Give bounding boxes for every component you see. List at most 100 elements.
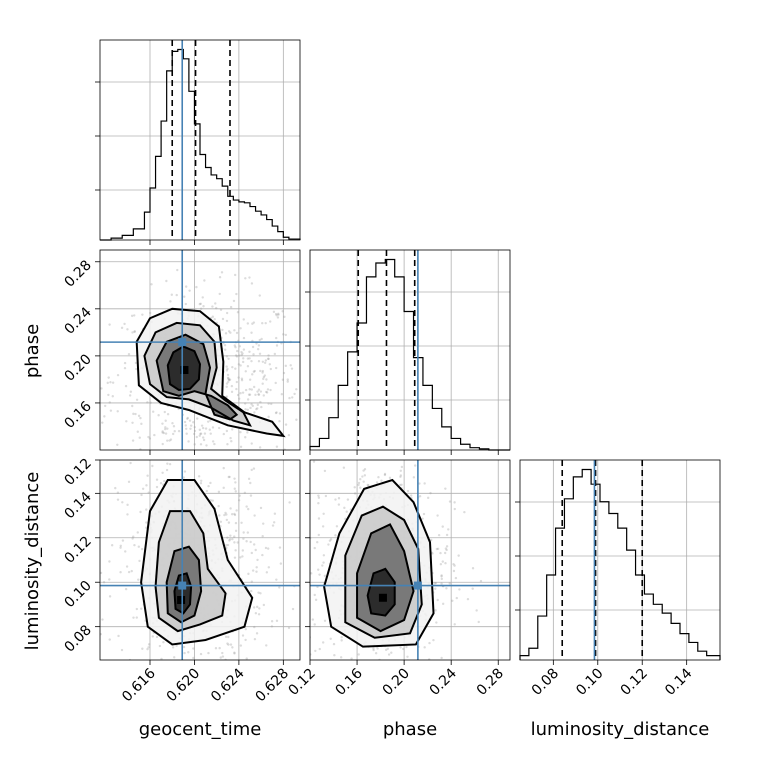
- sample-point: [445, 663, 447, 665]
- sample-point: [328, 539, 332, 542]
- sample-point: [230, 513, 234, 516]
- density-fill: [367, 568, 395, 616]
- sample-point: [293, 392, 296, 396]
- sample-point: [226, 373, 230, 377]
- sample-point: [251, 569, 255, 572]
- sample-point: [358, 710, 360, 712]
- sample-point: [266, 547, 270, 550]
- sample-point: [257, 613, 261, 616]
- sample-point: [205, 489, 209, 493]
- sample-point: [207, 651, 210, 655]
- sample-point: [226, 443, 229, 446]
- sample-point: [436, 547, 440, 551]
- sample-point: [400, 465, 404, 469]
- histogram-step: [100, 48, 301, 241]
- sample-point: [141, 647, 144, 650]
- sample-point: [274, 336, 278, 340]
- sample-point: [150, 452, 152, 454]
- sample-point: [225, 311, 229, 315]
- sample-point: [279, 562, 283, 565]
- panel-phase-vs-geocent-time: 0.16 0.20 0.24 0.28: [61, 249, 319, 473]
- sample-point: [218, 646, 221, 650]
- sample-point: [262, 377, 265, 381]
- sample-point: [284, 364, 288, 368]
- contour-line: [155, 333, 239, 421]
- sample-point: [140, 493, 143, 497]
- sample-point: [340, 635, 343, 639]
- sample-point: [250, 580, 254, 583]
- sample-point: [135, 367, 138, 371]
- sample-point: [244, 370, 247, 373]
- sample-point: [255, 342, 258, 345]
- sample-point: [124, 587, 128, 591]
- sample-point: [239, 467, 241, 469]
- sample-point: [243, 491, 247, 495]
- sample-point: [294, 483, 296, 485]
- sample-point: [231, 537, 234, 541]
- sample-point: [166, 412, 170, 416]
- sample-point: [253, 411, 256, 414]
- sample-point: [221, 655, 225, 658]
- sample-point: [275, 411, 278, 414]
- panel-frame: [309, 249, 511, 451]
- sample-point: [117, 634, 120, 638]
- sample-point: [293, 548, 295, 550]
- sample-point: [162, 641, 165, 644]
- sample-point: [134, 361, 138, 365]
- sample-point: [257, 388, 261, 391]
- sample-point: [306, 527, 308, 529]
- sample-point: [159, 482, 163, 485]
- sample-point: [234, 521, 238, 525]
- sample-point: [166, 427, 169, 430]
- sample-point: [116, 498, 120, 501]
- sample-point: [209, 432, 212, 435]
- sample-point: [444, 547, 448, 550]
- sample-point: [387, 653, 391, 656]
- sample-point: [258, 338, 261, 342]
- sample-point: [261, 382, 264, 385]
- x-tick-label: 0.628: [252, 666, 292, 706]
- sample-point: [253, 637, 257, 641]
- sample-point: [116, 443, 119, 446]
- sample-point: [333, 653, 336, 657]
- sample-point: [157, 471, 159, 473]
- sample-point: [126, 513, 129, 516]
- sample-point: [127, 570, 131, 574]
- sample-point: [261, 553, 264, 557]
- sample-point: [251, 373, 254, 376]
- sample-point: [165, 279, 168, 283]
- sample-point: [204, 662, 206, 664]
- sample-point: [435, 547, 439, 551]
- sample-point: [255, 570, 258, 573]
- sample-point: [209, 419, 212, 422]
- sample-point: [164, 426, 167, 429]
- truth-marker: [178, 581, 187, 590]
- sample-point: [87, 664, 89, 666]
- sample-point: [228, 539, 231, 542]
- sample-point: [266, 388, 270, 391]
- sample-point: [225, 544, 228, 547]
- x-tick-label: 0.28: [474, 666, 507, 699]
- sample-point: [233, 487, 236, 490]
- sample-point: [275, 619, 279, 623]
- sample-point: [455, 596, 458, 600]
- sample-point: [182, 645, 186, 649]
- sample-point: [423, 482, 426, 485]
- sample-point: [191, 699, 193, 701]
- sample-point: [197, 475, 201, 478]
- sample-point: [317, 359, 319, 361]
- sample-point: [317, 517, 321, 520]
- panel-frame: [99, 39, 301, 241]
- sample-point: [275, 344, 279, 347]
- sample-point: [448, 500, 452, 503]
- sample-point: [328, 665, 330, 667]
- sample-point: [231, 365, 234, 369]
- sample-point: [133, 330, 136, 333]
- sample-point: [204, 427, 208, 430]
- sample-point: [163, 410, 166, 414]
- sample-point: [108, 323, 111, 326]
- sample-point: [284, 333, 288, 337]
- sample-point: [289, 364, 292, 367]
- sample-point: [130, 314, 134, 318]
